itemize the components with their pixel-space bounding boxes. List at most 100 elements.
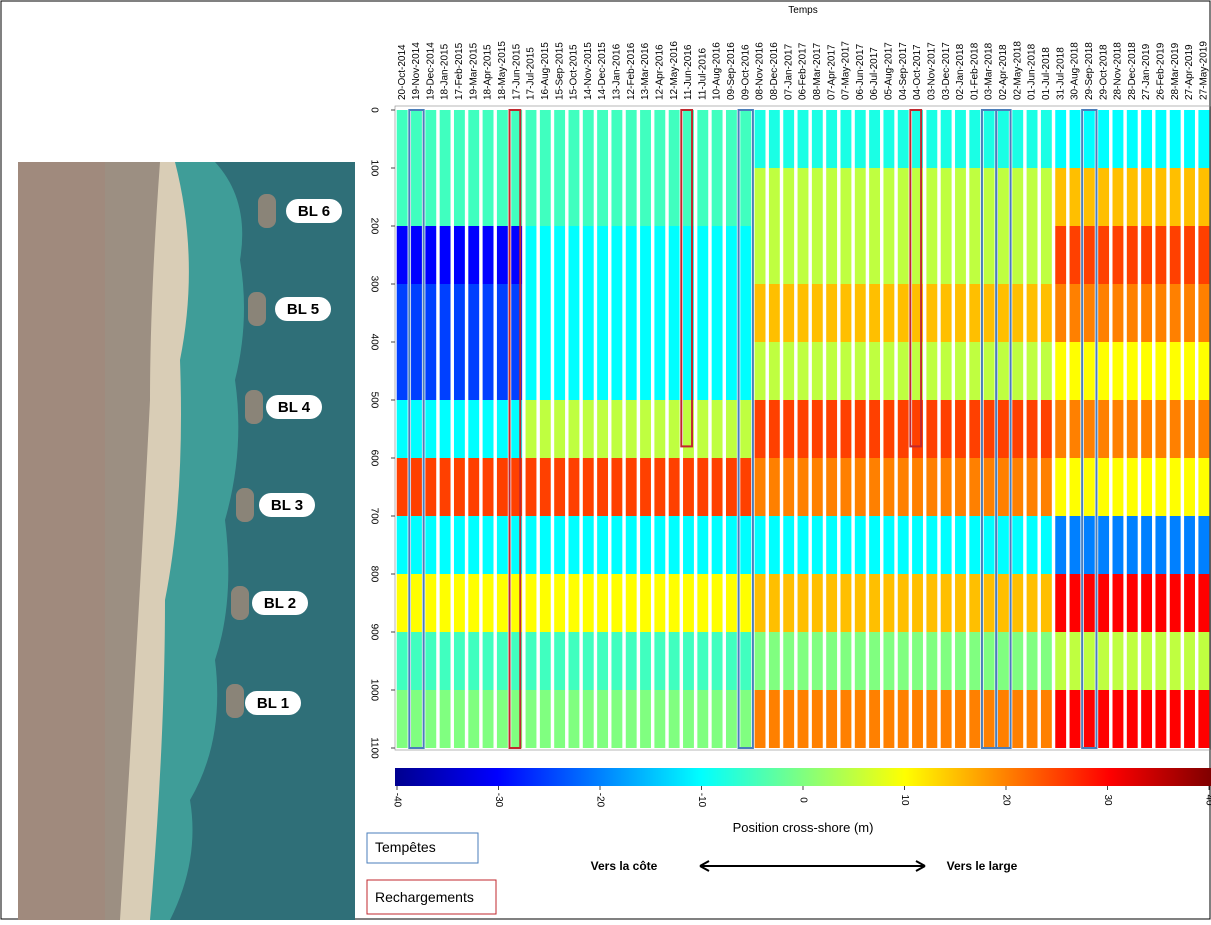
heat-cell [768,284,780,342]
heat-cell [1069,168,1081,226]
heat-cell [1184,342,1195,400]
heat-cell [897,110,909,168]
heat-cell [582,110,594,168]
heat-cell [840,458,852,516]
photo-label-bg [286,199,342,223]
heat-cell [1083,168,1095,226]
x-tick-label: 12-May-2016 [669,41,680,100]
colorbar-tick-label: 40 [1203,794,1211,806]
heat-cell [496,342,508,400]
heat-cell [539,284,551,342]
heat-cell [453,574,465,632]
heat-cell [439,400,451,458]
heat-cell [912,690,923,748]
heat-cell [1112,516,1124,574]
x-tick-label: 03-Dec-2017 [941,42,952,100]
heat-cell [640,110,651,168]
heat-cell [754,342,766,400]
heat-cell [869,400,881,458]
heat-cell [511,400,523,458]
heat-cell [754,690,766,748]
x-tick-label: 01-Jun-2018 [1027,43,1038,100]
heat-cell [425,110,437,168]
x-tick-label: 30-Aug-2018 [1070,42,1081,100]
heat-cell [439,458,451,516]
heat-cell [1184,400,1195,458]
heat-cell [396,110,408,168]
heat-cell [1126,168,1138,226]
heat-cell [654,458,666,516]
heat-cell [568,400,580,458]
heat-cell [482,574,494,632]
heat-cell [1169,458,1181,516]
heat-cell [597,284,609,342]
heat-cell [869,574,881,632]
heat-cell [668,168,680,226]
x-tick-label: 10-Aug-2016 [712,42,723,100]
heat-cell [969,342,981,400]
heat-cell [1083,690,1095,748]
heat-cell [926,458,938,516]
heat-cell [425,400,437,458]
heat-cell [869,110,881,168]
heat-cell [582,342,594,400]
heat-cell [554,632,566,690]
heat-cell [396,342,408,400]
y-tick-label: 900 [368,624,379,641]
heat-cell [883,458,895,516]
heat-cell [783,226,795,284]
heat-cell [511,574,523,632]
x-tick-label: 07-May-2017 [841,41,852,100]
heat-cell [1169,110,1181,168]
heat-cell [539,458,551,516]
heat-cell [768,690,780,748]
heat-cell [1098,574,1110,632]
x-tick-label: 12-Apr-2016 [654,44,665,100]
heat-cell [912,226,923,284]
heat-cell [1098,110,1110,168]
heat-cell [625,284,637,342]
heat-cell [969,690,981,748]
heat-cell [625,516,637,574]
heat-cell [869,226,881,284]
heat-cell [955,458,966,516]
heat-cell [1141,574,1153,632]
heat-cell [1098,342,1110,400]
heat-cell [625,458,637,516]
x-tick-label: 29-Sep-2018 [1084,42,1095,100]
heat-cell [955,284,966,342]
heat-cell [597,168,609,226]
heat-cell [912,458,923,516]
photo-label: BL 2 [264,595,296,612]
heat-cell [725,458,737,516]
heat-cell [1126,400,1138,458]
heat-cell [869,458,881,516]
x-tick-label: 03-Mar-2018 [984,42,995,100]
heat-cell [725,400,737,458]
x-tick-label: 11-Jul-2016 [697,47,708,100]
heat-cell [568,458,580,516]
heat-cell [883,168,895,226]
heat-cell [797,574,809,632]
heat-cell [611,110,623,168]
heat-cell [969,168,981,226]
heat-cell [697,516,709,574]
x-tick-label: 07-Jan-2017 [783,43,794,100]
heat-cell [1141,458,1153,516]
heat-cell [1026,400,1038,458]
heat-cell [840,632,852,690]
heat-cell [611,574,623,632]
heat-cell [1198,110,1210,168]
heat-cell [396,226,408,284]
x-tick-label: 28-Dec-2018 [1127,42,1138,100]
x-tick-label: 06-Jun-2017 [855,43,866,100]
colorbar-tick-label: 20 [1000,794,1011,806]
x-tick-label: 08-Dec-2016 [769,42,780,100]
heat-cell [1055,284,1067,342]
heat-cell [883,110,895,168]
heat-cell [740,226,752,284]
heat-cell [955,690,966,748]
recharge-box [680,109,694,448]
heat-cell [926,342,938,400]
heat-cell [582,226,594,284]
